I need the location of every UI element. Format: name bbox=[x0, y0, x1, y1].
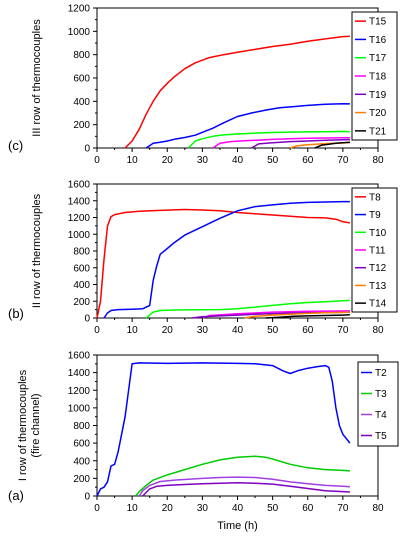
legend-label-t19: T19 bbox=[369, 90, 387, 101]
x-tick-label: 70 bbox=[337, 503, 349, 514]
y-tick-label: 0 bbox=[84, 144, 90, 155]
x-tick-label: 80 bbox=[372, 503, 384, 514]
x-tick-label: 10 bbox=[127, 325, 139, 336]
x-tick-label: 60 bbox=[302, 155, 314, 166]
legend-label-t5: T5 bbox=[375, 431, 387, 442]
x-tick-label: 40 bbox=[232, 325, 244, 336]
x-tick-label: 40 bbox=[232, 503, 244, 514]
series-line-t9 bbox=[103, 200, 350, 319]
series-line-t19 bbox=[251, 138, 350, 149]
y-tick-label: 1200 bbox=[68, 213, 91, 224]
x-tick-label: 20 bbox=[162, 325, 174, 336]
x-tick-label: 20 bbox=[162, 155, 174, 166]
series-line-t11 bbox=[202, 310, 350, 319]
x-tick-label: 50 bbox=[267, 503, 279, 514]
y-tick-label: 1200 bbox=[68, 4, 91, 15]
series-line-t3 bbox=[135, 455, 350, 497]
series-line-t2 bbox=[96, 362, 351, 497]
x-tick-label: 10 bbox=[127, 503, 139, 514]
x-axis-label: Time (h) bbox=[217, 520, 258, 532]
y-tick-label: 0 bbox=[84, 492, 90, 503]
y-tick-label: 800 bbox=[73, 421, 90, 432]
legend-label-t11: T11 bbox=[369, 246, 386, 257]
legend-label-t14: T14 bbox=[369, 299, 387, 310]
series-line-t21 bbox=[314, 141, 350, 149]
series-line-t4 bbox=[138, 476, 350, 497]
x-tick-label: 70 bbox=[337, 325, 349, 336]
y-axis-label: III row of thermocouples bbox=[31, 19, 43, 137]
series-line-t15 bbox=[124, 35, 350, 149]
y-axis-label: II row of thermocouples bbox=[31, 193, 43, 308]
series-line-t8 bbox=[96, 208, 351, 319]
legend-box bbox=[357, 361, 399, 447]
legend-label-t21: T21 bbox=[369, 126, 387, 137]
y-tick-label: 400 bbox=[73, 280, 90, 291]
y-axis-label-line: I row of thermocouples bbox=[17, 369, 29, 481]
x-tick-label: 80 bbox=[372, 325, 384, 336]
legend-label-t9: T9 bbox=[369, 210, 381, 221]
y-tick-label: 200 bbox=[73, 120, 90, 131]
y-tick-label: 800 bbox=[73, 50, 90, 61]
x-tick-label: 70 bbox=[337, 155, 349, 166]
series-line-t17 bbox=[187, 130, 350, 149]
legend-label-t12: T12 bbox=[369, 263, 387, 274]
legend-label-t13: T13 bbox=[369, 281, 387, 292]
x-tick-label: 20 bbox=[162, 503, 174, 514]
x-tick-label: 50 bbox=[267, 325, 279, 336]
series-line-t18 bbox=[212, 136, 350, 149]
plot-frame bbox=[96, 183, 379, 319]
series-line-t13 bbox=[244, 311, 350, 319]
legend-label-t15: T15 bbox=[369, 17, 387, 28]
y-tick-label: 1200 bbox=[68, 386, 91, 397]
legend-label-t17: T17 bbox=[369, 53, 387, 64]
y-tick-label: 1400 bbox=[68, 368, 91, 379]
y-tick-label: 1000 bbox=[68, 27, 91, 38]
y-tick-label: 800 bbox=[73, 247, 90, 258]
y-tick-label: 600 bbox=[73, 74, 90, 85]
legend-label-t3: T3 bbox=[375, 389, 387, 400]
x-tick-label: 50 bbox=[267, 155, 279, 166]
series-line-t14 bbox=[265, 314, 350, 319]
legend-label-t20: T20 bbox=[369, 108, 387, 119]
x-tick-label: 60 bbox=[302, 503, 314, 514]
x-tick-label: 40 bbox=[232, 155, 244, 166]
series-line-t16 bbox=[145, 102, 350, 149]
y-tick-label: 400 bbox=[73, 97, 90, 108]
x-tick-label: 60 bbox=[302, 325, 314, 336]
y-tick-label: 600 bbox=[73, 439, 90, 450]
y-tick-label: 400 bbox=[73, 456, 90, 467]
y-tick-label: 0 bbox=[84, 314, 90, 325]
x-tick-label: 10 bbox=[127, 155, 139, 166]
legend-label-t10: T10 bbox=[369, 228, 387, 239]
y-tick-label: 1000 bbox=[68, 403, 91, 414]
y-tick-label: 200 bbox=[73, 297, 90, 308]
legend-label-t2: T2 bbox=[375, 368, 387, 379]
legend-label-t16: T16 bbox=[369, 35, 387, 46]
x-tick-label: 30 bbox=[197, 155, 209, 166]
x-tick-label: 0 bbox=[94, 325, 100, 336]
legend-label-t4: T4 bbox=[375, 410, 387, 421]
y-tick-label: 200 bbox=[73, 474, 90, 485]
x-tick-label: 0 bbox=[94, 155, 100, 166]
series-line-t5 bbox=[142, 482, 350, 497]
series-line-t10 bbox=[145, 299, 350, 319]
x-tick-label: 0 bbox=[94, 503, 100, 514]
plot-frame bbox=[96, 354, 379, 497]
x-tick-label: 80 bbox=[372, 155, 384, 166]
plot-frame bbox=[96, 7, 379, 149]
panel-label: (a) bbox=[8, 488, 24, 503]
panel-label: (b) bbox=[8, 306, 24, 321]
panel-label: (c) bbox=[8, 138, 23, 153]
legend-label-t8: T8 bbox=[369, 192, 381, 203]
y-axis-label-line: (fire channel) bbox=[30, 393, 42, 457]
x-tick-label: 30 bbox=[197, 503, 209, 514]
y-tick-label: 1600 bbox=[68, 180, 91, 191]
legend-label-t18: T18 bbox=[369, 72, 387, 83]
y-tick-label: 600 bbox=[73, 263, 90, 274]
x-tick-label: 30 bbox=[197, 325, 209, 336]
y-tick-label: 1600 bbox=[68, 351, 91, 362]
y-tick-label: 1000 bbox=[68, 230, 91, 241]
y-tick-label: 1400 bbox=[68, 196, 91, 207]
